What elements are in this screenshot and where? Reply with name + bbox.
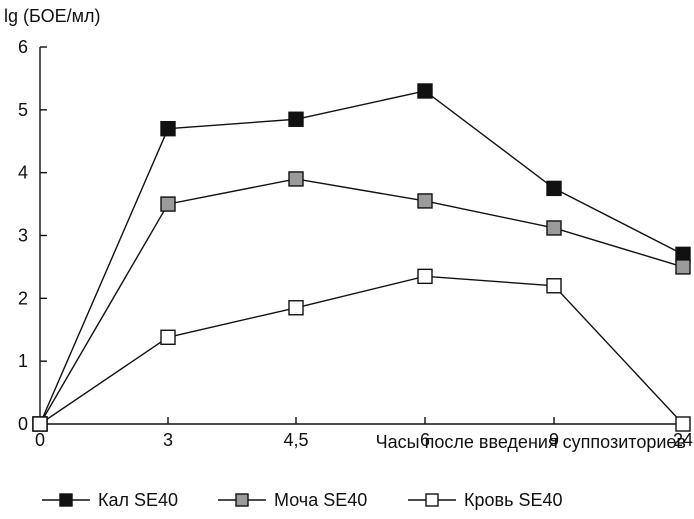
data-point — [160, 120, 176, 137]
x-axis-label: Часы после введения суппозиториев — [376, 432, 686, 452]
legend-marker — [59, 493, 73, 507]
legend-marker — [425, 493, 439, 507]
legend-label: Кал SE40 — [98, 490, 178, 510]
x-tick-label: 3 — [163, 430, 173, 450]
data-point — [675, 416, 691, 432]
data-point — [417, 193, 433, 209]
x-tick-label: 4,5 — [283, 430, 308, 450]
y-tick-label: 6 — [18, 37, 28, 57]
data-point — [288, 300, 304, 316]
x-tick-label: 9 — [549, 430, 559, 450]
data-point — [288, 111, 304, 127]
data-point — [546, 220, 562, 236]
x-tick-label: 24 — [673, 430, 693, 450]
data-point — [546, 278, 562, 294]
y-tick-label: 3 — [18, 226, 28, 246]
y-axis-label: lg (БОЕ/мл) — [4, 6, 101, 26]
legend-marker — [235, 493, 249, 507]
data-point — [288, 171, 304, 187]
legend-label: Моча SE40 — [274, 490, 367, 510]
legend-label: Кровь SE40 — [464, 490, 562, 510]
y-tick-label: 0 — [18, 414, 28, 434]
y-tick-label: 1 — [18, 351, 28, 371]
series-line — [39, 178, 684, 425]
y-tick-label: 4 — [18, 163, 28, 183]
data-point — [417, 83, 433, 99]
series-line — [39, 90, 684, 425]
data-point — [675, 259, 691, 275]
data-point — [160, 196, 176, 212]
y-tick-label: 5 — [18, 100, 28, 120]
series-line — [39, 275, 684, 425]
data-point — [32, 416, 48, 432]
data-point — [160, 329, 176, 345]
data-point — [546, 180, 562, 197]
x-tick-label: 0 — [35, 430, 45, 450]
y-tick-label: 2 — [18, 288, 28, 308]
data-point — [417, 268, 433, 285]
x-tick-label: 6 — [420, 430, 430, 450]
